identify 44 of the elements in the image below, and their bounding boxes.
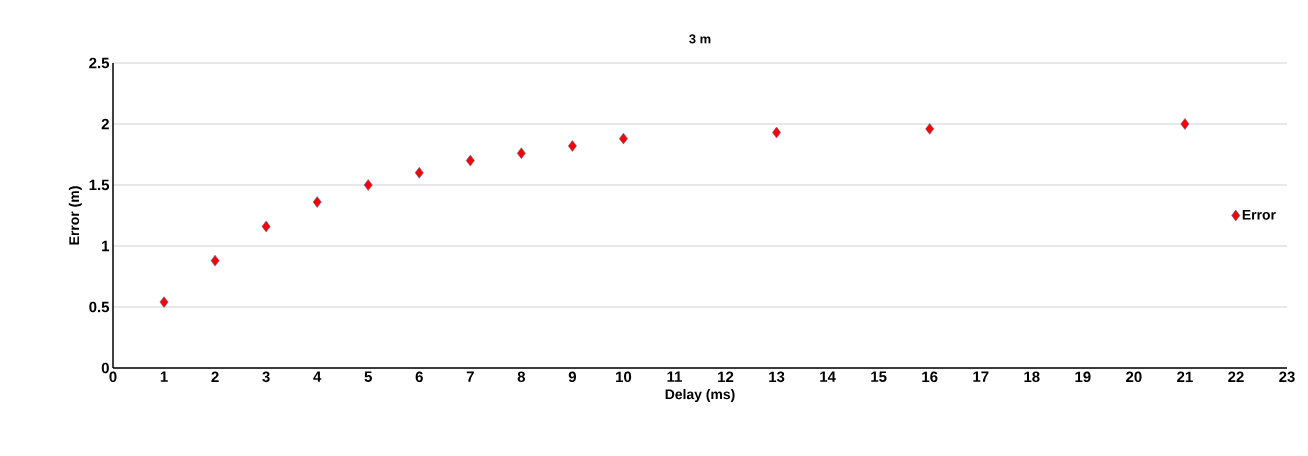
x-tick-label: 5 xyxy=(364,371,372,382)
y-tick-label: 2.5 xyxy=(89,57,110,69)
chart-title: 3 m xyxy=(689,34,711,44)
point xyxy=(210,254,220,267)
x-tick-label: 1 xyxy=(160,371,168,382)
x-tick-label: 15 xyxy=(871,371,887,382)
point xyxy=(312,196,322,208)
point xyxy=(925,123,935,135)
y-tick-label: 0 xyxy=(101,362,109,374)
y-tick-label: 1.5 xyxy=(89,179,110,191)
x-tick-label: 3 xyxy=(262,371,270,383)
x-tick-label: 21 xyxy=(1177,371,1193,382)
x-tick-label: 17 xyxy=(973,371,989,382)
legend-label: Error xyxy=(1242,209,1276,220)
x-tick-label: 16 xyxy=(922,371,938,383)
x-tick-label: 23 xyxy=(1279,371,1295,383)
x-tick-label: 20 xyxy=(1126,371,1142,383)
x-tick-label: 14 xyxy=(820,371,836,382)
x-tick-label: 18 xyxy=(1024,371,1040,383)
point xyxy=(516,147,526,160)
x-tick-label: 2 xyxy=(211,371,219,382)
point xyxy=(261,220,271,233)
point xyxy=(363,179,373,191)
x-tick-label: 8 xyxy=(517,371,526,383)
x-tick-label: 19 xyxy=(1075,371,1091,383)
x-tick-label: 6 xyxy=(415,371,423,383)
point xyxy=(567,140,577,152)
point xyxy=(414,167,424,179)
x-tick-label: 12 xyxy=(718,371,734,382)
y-tick-label: 1 xyxy=(102,240,110,252)
x-tick-label: 4 xyxy=(313,371,322,382)
point xyxy=(159,296,169,308)
x-tick-label: 11 xyxy=(667,371,682,382)
y-tick-label: 0.5 xyxy=(89,301,110,313)
x-tick-label: 13 xyxy=(769,371,785,383)
x-axis-title: Delay (ms) xyxy=(665,388,735,402)
y-axis-title: Error (m) xyxy=(68,186,82,245)
point xyxy=(1180,118,1190,130)
y-tick-label: 2 xyxy=(101,118,109,130)
x-tick-label: 10 xyxy=(616,371,632,383)
x-tick-label: 22 xyxy=(1228,371,1244,382)
point xyxy=(465,154,475,167)
x-tick-label: 9 xyxy=(568,371,576,383)
x-tick-label: 7 xyxy=(466,371,474,382)
